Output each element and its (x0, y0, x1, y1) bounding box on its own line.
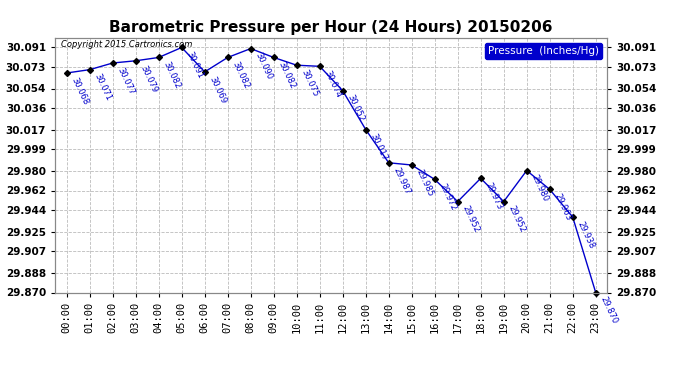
Text: 29.985: 29.985 (415, 168, 435, 198)
Text: 30.068: 30.068 (70, 76, 90, 106)
Text: 29.938: 29.938 (575, 220, 596, 250)
Text: 30.090: 30.090 (253, 51, 274, 81)
Text: 30.069: 30.069 (208, 75, 228, 105)
Text: 30.082: 30.082 (161, 60, 182, 90)
Text: 30.077: 30.077 (115, 66, 136, 96)
Text: 30.082: 30.082 (277, 60, 297, 90)
Text: 29.980: 29.980 (529, 173, 550, 203)
Text: 30.074: 30.074 (322, 69, 343, 99)
Title: Barometric Pressure per Hour (24 Hours) 20150206: Barometric Pressure per Hour (24 Hours) … (110, 20, 553, 35)
Text: 30.091: 30.091 (184, 50, 205, 80)
Text: 30.017: 30.017 (368, 132, 389, 162)
Text: 30.082: 30.082 (230, 60, 251, 90)
Text: 29.973: 29.973 (484, 181, 504, 211)
Text: 30.052: 30.052 (346, 93, 366, 124)
Legend: Pressure  (Inches/Hg): Pressure (Inches/Hg) (485, 43, 602, 59)
Text: 29.972: 29.972 (437, 182, 458, 212)
Text: 30.071: 30.071 (92, 72, 113, 103)
Text: 29.963: 29.963 (553, 192, 573, 222)
Text: 30.075: 30.075 (299, 68, 320, 98)
Text: 29.987: 29.987 (391, 165, 412, 196)
Text: 30.079: 30.079 (139, 63, 159, 94)
Text: Copyright 2015 Cartronics.com: Copyright 2015 Cartronics.com (61, 40, 192, 49)
Text: 29.952: 29.952 (506, 204, 527, 234)
Text: 29.870: 29.870 (598, 295, 619, 326)
Text: 29.952: 29.952 (460, 204, 481, 234)
